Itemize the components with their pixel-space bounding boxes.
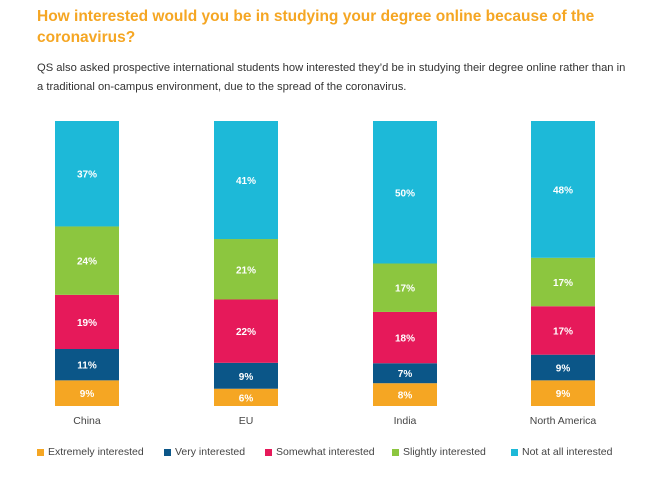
- legend-swatch-somewhat-interested: [265, 448, 272, 456]
- legend-label-extremely-interested: Extremely interested: [48, 446, 144, 458]
- bar-eu-slightly-interested: [214, 239, 278, 300]
- bar-india-somewhat-interested: [373, 311, 437, 364]
- data-label-eu-somewhat-interested: 22%: [236, 327, 256, 338]
- legend-label-slightly-interested: Slightly interested: [403, 446, 486, 458]
- legend-label-very-interested: Very interested: [175, 446, 246, 458]
- bar-india-extremely-interested: [373, 383, 437, 406]
- data-label-india-very-interested: 7%: [398, 369, 413, 380]
- bar-north-america-slightly-interested: [531, 257, 595, 307]
- bar-china-very-interested: [55, 349, 119, 381]
- data-label-north-america-slightly-interested: 17%: [553, 278, 573, 289]
- data-label-india-somewhat-interested: 18%: [395, 334, 415, 345]
- data-label-north-america-somewhat-interested: 17%: [553, 326, 573, 337]
- data-label-north-america-extremely-interested: 9%: [556, 389, 571, 400]
- legend-swatch-very-interested: [164, 448, 171, 456]
- category-label-north-america: North America: [530, 415, 597, 427]
- data-label-india-slightly-interested: 17%: [395, 284, 415, 295]
- legend-label-somewhat-interested: Somewhat interested: [276, 446, 375, 458]
- category-label-eu: EU: [239, 415, 254, 427]
- bar-india-slightly-interested: [373, 263, 437, 312]
- bar-north-america-very-interested: [531, 354, 595, 381]
- data-label-north-america-not-at-all-interested: 48%: [553, 185, 573, 196]
- data-label-north-america-very-interested: 9%: [556, 364, 571, 375]
- bar-china-extremely-interested: [55, 380, 119, 406]
- bar-india-very-interested: [373, 363, 437, 384]
- data-label-india-extremely-interested: 8%: [398, 391, 413, 402]
- legend-swatch-slightly-interested: [392, 448, 399, 456]
- data-label-india-not-at-all-interested: 50%: [395, 188, 415, 199]
- category-label-india: India: [394, 415, 417, 427]
- data-label-eu-not-at-all-interested: 41%: [236, 176, 256, 187]
- legend-item-not-at-all-interested: Not at all interested: [511, 446, 612, 458]
- chart-title: How interested would you be in studying …: [37, 8, 595, 46]
- bar-eu-extremely-interested: [214, 388, 278, 406]
- data-label-eu-slightly-interested: 21%: [236, 265, 256, 276]
- legend-item-somewhat-interested: Somewhat interested: [265, 446, 375, 458]
- bar-eu-somewhat-interested: [214, 299, 278, 363]
- legend-item-extremely-interested: Extremely interested: [37, 446, 144, 458]
- legend-swatch-not-at-all-interested: [511, 448, 518, 456]
- bar-north-america-not-at-all-interested: [531, 121, 595, 258]
- bar-china-not-at-all-interested: [55, 121, 119, 227]
- bar-india-not-at-all-interested: [373, 121, 437, 264]
- chart-subtitle: QS also asked prospective international …: [37, 62, 626, 93]
- data-label-china-very-interested: 11%: [77, 361, 97, 372]
- legend-item-very-interested: Very interested: [164, 446, 245, 458]
- data-label-china-slightly-interested: 24%: [77, 257, 97, 268]
- bar-eu-very-interested: [214, 362, 278, 389]
- bar-china-slightly-interested: [55, 226, 119, 295]
- data-label-eu-extremely-interested: 6%: [239, 393, 254, 404]
- bar-north-america-extremely-interested: [531, 380, 595, 406]
- data-label-china-not-at-all-interested: 37%: [77, 170, 97, 181]
- legend-label-not-at-all-interested: Not at all interested: [522, 446, 613, 458]
- legend-swatch-extremely-interested: [37, 448, 44, 456]
- data-label-eu-very-interested: 9%: [239, 372, 254, 383]
- data-label-china-somewhat-interested: 19%: [77, 318, 97, 329]
- category-label-china: China: [73, 415, 101, 427]
- bar-china-somewhat-interested: [55, 294, 119, 349]
- data-label-china-extremely-interested: 9%: [80, 389, 95, 400]
- legend-item-slightly-interested: Slightly interested: [392, 446, 486, 458]
- bar-north-america-somewhat-interested: [531, 306, 595, 355]
- bar-eu-not-at-all-interested: [214, 121, 278, 240]
